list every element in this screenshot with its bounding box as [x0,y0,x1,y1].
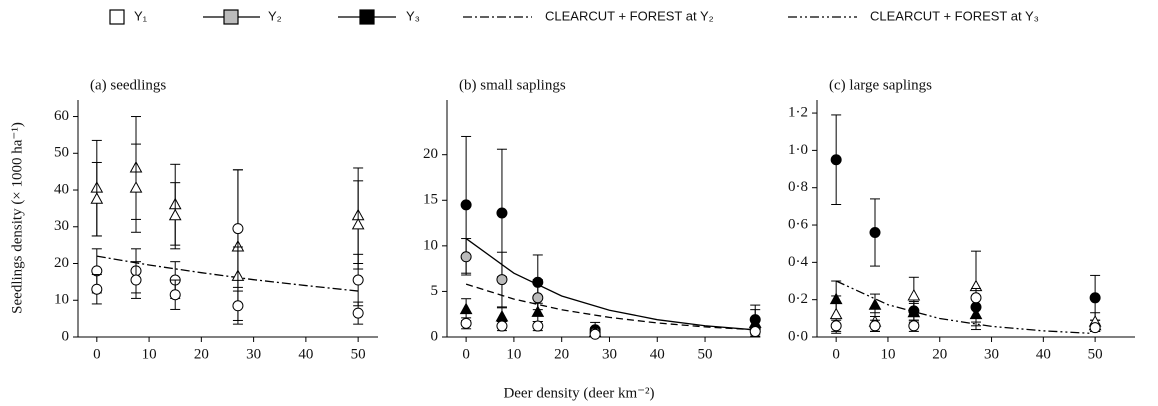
y-tick-label: 10 [423,237,438,253]
legend-label: CLEARCUT + FOREST at Y₂ [545,8,714,23]
legend-marker [223,9,239,25]
point [869,320,881,332]
point [1089,292,1101,304]
x-tick-label: 20 [932,346,947,362]
point [830,154,842,166]
y-tick-label: 0·6 [788,216,808,232]
panel-title: (b) small saplings [459,77,566,93]
point [532,320,544,332]
y-tick-label: 1·0 [788,142,808,158]
x-tick-label: 50 [698,346,713,362]
x-tick-label: 50 [1088,346,1103,362]
point [589,328,601,340]
point [130,274,142,286]
point [749,326,761,338]
point [91,283,103,295]
y-tick-label: 20 [54,255,69,271]
point [829,307,843,320]
x-tick-label: 50 [351,346,366,362]
x-tick-label: 30 [602,346,617,362]
y-tick-label: 50 [54,145,69,161]
point [496,320,508,332]
x-tick-label: 10 [142,346,157,362]
legend-label: Y₁ [134,8,148,23]
panel-title: (c) large saplings [829,77,932,93]
legend-marker [109,9,125,25]
point [351,217,365,230]
point [869,226,881,238]
point [129,181,143,193]
x-tick-label: 20 [194,346,209,362]
point [908,320,920,332]
x-tick-label: 30 [984,346,999,362]
point [532,292,544,304]
point [970,292,982,304]
y-tick-label: 20 [423,146,438,162]
legend-label: Y₂ [268,8,282,23]
fit-line [465,283,753,331]
y-tick-label: 30 [54,218,69,234]
point [232,223,244,235]
y-tick-label: 0 [62,328,70,344]
y-tick-label: 1·2 [788,105,808,121]
y-tick-label: 40 [54,181,69,197]
x-tick-label: 10 [880,346,895,362]
y-tick-label: 10 [54,292,69,308]
point [90,192,104,204]
x-tick-label: 0 [93,346,101,362]
point [232,300,244,312]
point [169,289,181,301]
legend-label: CLEARCUT + FOREST at Y₃ [870,8,1039,23]
point [352,307,364,319]
panel-title: (a) seedlings [90,77,166,93]
legend-marker [359,9,375,25]
point [830,320,842,332]
point [496,274,508,286]
point [460,317,472,329]
point [907,288,921,301]
y-tick-label: 60 [54,108,69,124]
x-tick-label: 30 [246,346,261,362]
y-tick-label: 0 [431,328,439,344]
x-tick-label: 0 [832,346,840,362]
x-tick-label: 20 [554,346,569,362]
x-tick-label: 40 [650,346,665,362]
legend-label: Y₃ [406,8,420,23]
x-tick-label: 40 [1036,346,1051,362]
point [868,298,882,310]
point [168,208,182,221]
point [495,309,509,322]
y-tick-label: 0·8 [788,179,808,195]
y-tick-label: 0·0 [788,328,808,344]
point [460,251,472,263]
point [496,207,508,219]
point [531,305,545,317]
point [1089,322,1101,334]
y-tick-label: 15 [423,192,438,208]
x-tick-label: 10 [506,346,521,362]
x-tick-label: 40 [298,346,313,362]
point [459,302,473,315]
fit-line [96,255,359,292]
x-axis-label: Deer density (deer km⁻²) [503,385,654,401]
y-tick-label: 0·2 [788,291,808,307]
x-tick-label: 0 [462,346,470,362]
point [352,274,364,286]
point [460,199,472,211]
fit-line [465,238,753,331]
fit-line [835,280,1090,334]
y-tick-label: 5 [431,283,439,299]
y-axis-label: Seedlings density (× 1000 ha⁻¹) [9,122,25,314]
y-tick-label: 0·4 [788,254,808,270]
